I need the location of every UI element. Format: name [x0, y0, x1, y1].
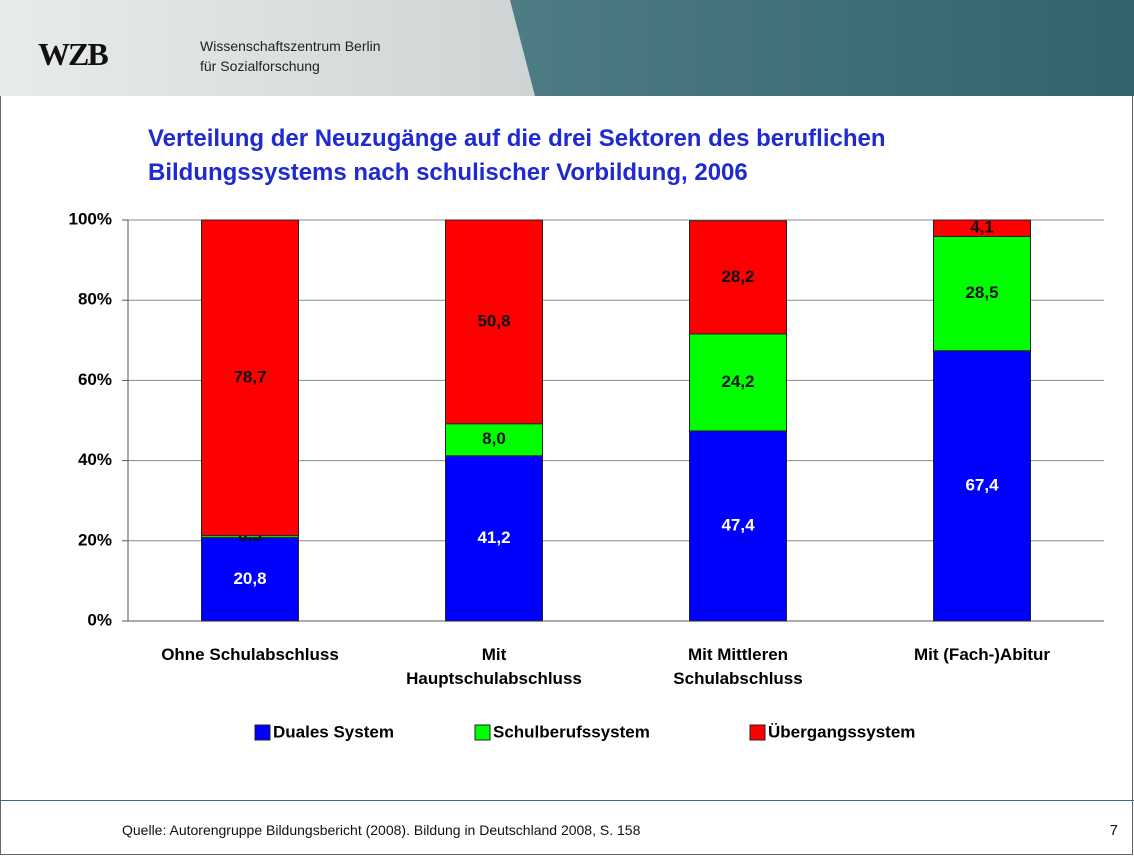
data-label: 67,4 [965, 475, 999, 494]
data-label: 24,2 [721, 372, 754, 391]
legend-label: Schulberufssystem [493, 722, 650, 741]
page-number: 7 [1109, 822, 1118, 839]
y-tick-label: 0% [87, 610, 112, 629]
x-tick-label: Mit Hauptschulabschluss [406, 645, 582, 688]
legend-swatch [474, 724, 491, 741]
legend-swatch [749, 724, 766, 741]
y-tick-label: 20% [78, 530, 112, 549]
x-tick-label: Mit (Fach-)Abitur [914, 645, 1050, 664]
y-tick-label: 40% [78, 450, 112, 469]
bar-segment [201, 537, 299, 622]
header-band [0, 0, 560, 96]
bar-segment [445, 455, 543, 622]
source: Quelle: Autorengruppe Bildungsbericht (2… [122, 822, 641, 838]
legend-label: Übergangssystem [768, 722, 915, 741]
bar-segment [201, 219, 299, 537]
bar-segment [445, 423, 543, 457]
header-band-dark [510, 0, 1134, 96]
x-tick-label: Mit Mittleren Schulabschluss [673, 645, 802, 688]
data-label: 20,8 [233, 569, 266, 588]
bar-segment [933, 350, 1031, 622]
chart-title: Verteilung der Neuzugänge auf die drei S… [148, 125, 886, 186]
bar-segment [689, 333, 787, 432]
bar-segment [445, 219, 543, 425]
data-label: 41,2 [477, 528, 510, 547]
x-tick-label: Ohne Schulabschluss [161, 645, 339, 664]
bar-segment [933, 235, 1031, 352]
institution: für Sozialforschung [200, 58, 320, 74]
footer-line [0, 800, 1134, 801]
data-label: 28,5 [965, 283, 998, 302]
logo: WZB [38, 36, 109, 72]
y-tick-label: 60% [78, 370, 112, 389]
data-label: 78,7 [233, 367, 266, 386]
data-label: 47,4 [721, 515, 755, 534]
legend-swatch [254, 724, 271, 741]
institution: Wissenschaftszentrum Berlin [200, 38, 381, 54]
data-label: 4,1 [970, 218, 994, 237]
bar-segment [689, 430, 787, 622]
data-label: 8,0 [482, 429, 506, 448]
slide-frame [0, 96, 1133, 855]
y-tick-label: 100% [69, 209, 112, 228]
y-tick-label: 80% [78, 290, 112, 309]
legend-label: Duales System [273, 722, 394, 741]
bar-segment [933, 219, 1031, 237]
data-label: 50,8 [477, 311, 510, 330]
bar-segment [689, 220, 787, 335]
data-label: 28,2 [721, 267, 754, 286]
